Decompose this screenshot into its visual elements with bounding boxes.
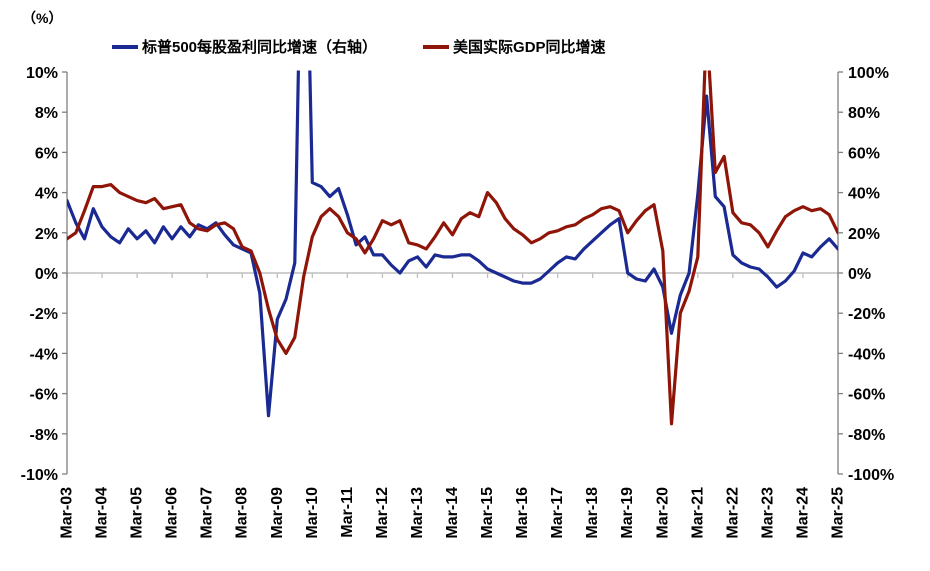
x-axis-tick-label: Mar-04 (94, 487, 111, 539)
right-axis-tick-label: -80% (848, 427, 885, 444)
left-axis-tick-label: -8% (30, 427, 58, 444)
right-axis-tick-label: 80% (848, 105, 880, 122)
left-axis-tick-label: -6% (30, 387, 58, 404)
left-axis-tick-label: 0% (35, 266, 58, 283)
x-axis-tick-label: Mar-21 (689, 487, 706, 539)
x-axis-tick-label: Mar-10 (304, 487, 321, 539)
right-axis-tick-label: 20% (848, 226, 880, 243)
right-axis-tick-label: -100% (848, 467, 894, 484)
right-axis-tick-label: 100% (848, 65, 889, 82)
left-axis-tick-label: 10% (26, 65, 58, 82)
x-axis-tick-label: Mar-18 (584, 487, 601, 539)
left-axis-tick-label: -4% (30, 346, 58, 363)
legend-item-us-gdp: 美国实际GDP同比增速 (423, 36, 606, 57)
x-axis-tick-label: Mar-20 (654, 487, 671, 539)
x-axis-tick-label: Mar-19 (619, 487, 636, 539)
x-axis-tick-label: Mar-25 (830, 487, 847, 539)
x-axis-tick-label: Mar-08 (234, 487, 251, 539)
legend-line-swatch-red (423, 44, 450, 49)
left-axis-tick-label: 8% (35, 105, 58, 122)
legend-item-sp500-eps: 标普500每股盈利同比增速（右轴） (112, 36, 377, 57)
x-axis-tick-label: Mar-12 (374, 487, 391, 539)
x-axis-tick-label: Mar-06 (164, 487, 181, 539)
series-line-us-gdp (67, 70, 838, 426)
x-axis-tick-label: Mar-24 (794, 487, 811, 539)
legend-label-us-gdp: 美国实际GDP同比增速 (453, 39, 606, 56)
x-axis-tick-label: Mar-15 (479, 487, 496, 539)
x-axis-tick-label: Mar-11 (339, 487, 356, 538)
x-axis-tick-label: Mar-09 (269, 487, 286, 539)
legend-label-sp500-eps: 标普500每股盈利同比增速（右轴） (142, 39, 378, 56)
left-axis-unit-label: （%） (22, 10, 63, 26)
right-axis-tick-label: 0% (848, 266, 871, 283)
x-axis-tick-label: Mar-05 (129, 487, 146, 539)
x-axis-tick-label: Mar-03 (59, 487, 76, 539)
left-axis-tick-label: -10% (21, 467, 58, 484)
left-axis-tick-label: 2% (35, 226, 58, 243)
left-axis-tick-label: 6% (35, 145, 58, 162)
right-axis-tick-label: -20% (848, 306, 885, 323)
x-axis-tick-label: Mar-16 (514, 487, 531, 539)
x-axis-tick-label: Mar-13 (409, 487, 426, 539)
legend: 标普500每股盈利同比增速（右轴） 美国实际GDP同比增速 (112, 36, 606, 57)
right-axis-tick-label: 40% (848, 186, 880, 203)
x-axis-tick-label: Mar-14 (444, 487, 461, 539)
left-axis-tick-label: 4% (35, 186, 58, 203)
x-axis-tick-label: Mar-17 (549, 487, 566, 539)
right-axis-tick-label: -40% (848, 346, 885, 363)
left-axis-tick-label: -2% (30, 306, 58, 323)
legend-line-swatch-blue (112, 44, 138, 49)
x-axis-tick-label: Mar-23 (759, 487, 776, 539)
x-axis-tick-label: Mar-07 (199, 487, 216, 539)
right-axis-tick-label: -60% (848, 387, 885, 404)
right-axis-tick-label: 60% (848, 145, 880, 162)
series-line-sp500-eps (67, 70, 838, 418)
x-axis-tick-label: Mar-22 (724, 487, 741, 539)
